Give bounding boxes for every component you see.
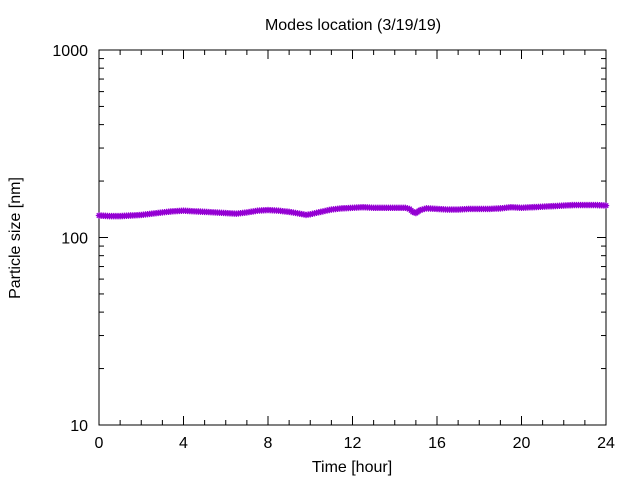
x-tick-label: 20 [513,435,531,452]
x-axis-label: Time [hour] [312,459,392,476]
x-tick-label: 4 [179,435,188,452]
y-tick-label: 10 [70,418,88,435]
x-tick-label: 12 [344,435,362,452]
x-tick-label: 16 [428,435,446,452]
chart-title: Modes location (3/19/19) [265,17,441,34]
y-tick-label: 100 [61,231,88,248]
x-tick-label: 24 [597,435,615,452]
y-tick-label: 1000 [52,43,88,60]
x-tick-label: 8 [264,435,273,452]
x-axis-ticks: 0 4 8 12 16 20 24 [95,50,615,452]
y-axis-label: Particle size [nm] [7,177,24,299]
series-marker [602,202,610,209]
plot-frame [98,49,607,426]
x-tick-label: 0 [95,435,104,452]
y-axis-ticks: 10 100 1000 [52,43,606,435]
series-layer [95,201,610,220]
